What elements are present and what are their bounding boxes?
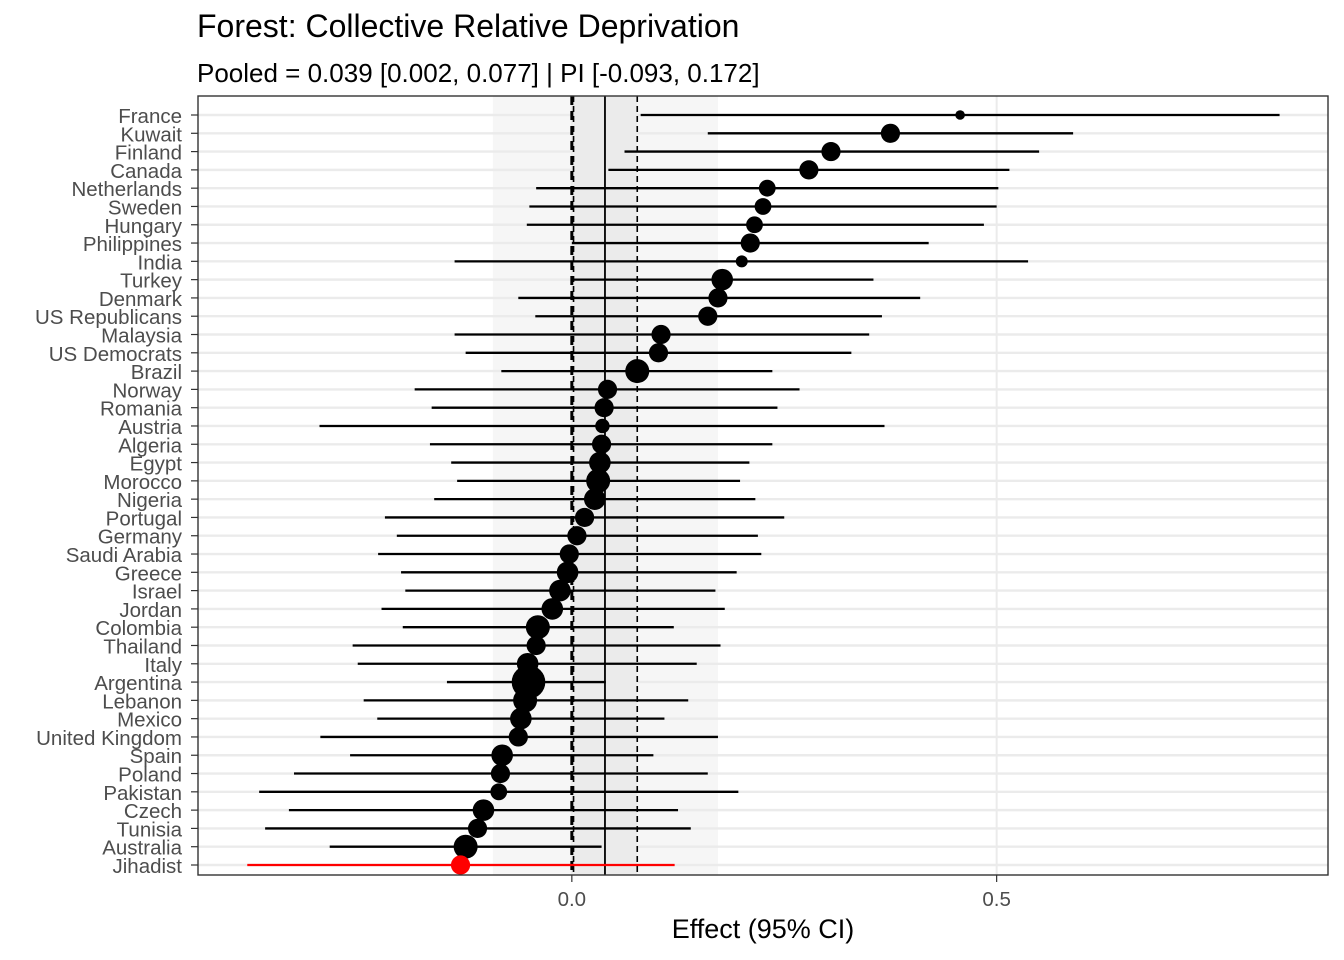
y-tick-label: India — [138, 251, 183, 274]
point-estimate — [513, 688, 538, 713]
point-estimate — [594, 398, 614, 418]
y-tick-label: Malaysia — [101, 325, 182, 348]
point-estimate — [648, 343, 669, 363]
point-estimate — [453, 834, 478, 859]
y-tick-label: Sweden — [108, 196, 182, 219]
point-estimate — [735, 255, 748, 268]
y-tick-label: Argentina — [94, 672, 182, 695]
y-tick-label: Nigeria — [117, 489, 183, 512]
y-tick-label: Germany — [98, 526, 183, 549]
y-tick-label: Greece — [115, 562, 182, 585]
chart-subtitle: Pooled = 0.039 [0.002, 0.077] | PI [-0.0… — [197, 58, 760, 88]
point-estimate — [708, 288, 728, 308]
y-tick-label: Italy — [144, 654, 182, 677]
y-tick-label: France — [118, 105, 182, 128]
point-estimate — [583, 488, 606, 510]
y-tick-label: Lebanon — [102, 690, 182, 713]
y-tick-label: Norway — [113, 379, 183, 402]
y-tick-label: Spain — [130, 745, 182, 768]
point-estimate — [586, 468, 611, 493]
point-estimate — [450, 855, 471, 875]
point-estimate — [556, 561, 579, 584]
y-tick-label: Austria — [118, 416, 182, 439]
y-tick-label: Philippines — [83, 233, 182, 256]
y-tick-label: Tunisia — [117, 818, 183, 841]
point-estimate — [567, 526, 587, 546]
chart-title: Forest: Collective Relative Deprivation — [197, 8, 740, 44]
point-estimate — [754, 198, 772, 215]
y-tick-label: Poland — [118, 764, 182, 787]
point-estimate — [589, 451, 611, 474]
point-estimate — [490, 763, 511, 784]
point-estimate — [698, 306, 718, 326]
point-estimate — [625, 359, 650, 384]
x-tick-label: 0.5 — [982, 888, 1011, 911]
y-tick-label: United Kingdom — [36, 727, 182, 750]
y-tick-label: Morocco — [103, 471, 182, 494]
point-estimate — [549, 579, 571, 602]
point-estimate — [746, 216, 763, 234]
y-tick-label: Canada — [110, 160, 182, 183]
point-estimate — [467, 818, 488, 839]
point-estimate — [510, 707, 532, 730]
y-tick-label: Hungary — [105, 215, 183, 238]
point-estimate — [740, 233, 760, 253]
y-tick-label: Jihadist — [112, 855, 182, 878]
y-tick-label: US Democrats — [49, 343, 182, 366]
x-axis-label: Effect (95% CI) — [671, 914, 855, 944]
point-estimate — [651, 324, 671, 345]
x-tick-label: 0.0 — [558, 888, 587, 911]
point-estimate — [541, 598, 564, 620]
point-estimate — [880, 123, 901, 143]
y-tick-label: Colombia — [95, 617, 182, 640]
y-tick-label: Kuwait — [120, 123, 182, 146]
point-estimate — [526, 635, 546, 656]
point-estimate — [491, 744, 513, 767]
point-estimate — [955, 110, 965, 120]
y-tick-label: Romania — [100, 398, 183, 421]
y-tick-label: Israel — [132, 581, 182, 604]
y-tick-label: Egypt — [130, 453, 183, 476]
y-tick-label: Finland — [115, 142, 182, 165]
y-tick-label: Jordan — [119, 599, 182, 622]
point-estimate — [559, 544, 579, 564]
y-tick-label: Thailand — [103, 635, 182, 658]
point-estimate — [597, 379, 618, 399]
point-estimate — [490, 783, 508, 801]
point-estimate — [595, 418, 610, 434]
point-estimate — [758, 179, 776, 197]
y-tick-label: Australia — [102, 837, 182, 860]
point-estimate — [799, 160, 819, 180]
y-tick-label: Brazil — [131, 361, 182, 384]
point-estimate — [472, 799, 495, 821]
point-estimate — [821, 141, 841, 162]
panel-border — [197, 95, 1329, 876]
y-tick-label: Saudi Arabia — [66, 544, 183, 567]
y-tick-label: Turkey — [120, 270, 183, 293]
point-estimate — [574, 507, 595, 528]
point-estimate — [508, 727, 528, 747]
point-estimate — [591, 434, 612, 454]
y-tick-label: Algeria — [118, 434, 182, 457]
y-tick-label: Portugal — [106, 507, 182, 530]
y-tick-label: US Republicans — [35, 306, 182, 329]
y-tick-label: Netherlands — [71, 178, 182, 201]
y-tick-label: Denmark — [99, 288, 183, 311]
point-estimate — [525, 615, 550, 640]
y-tick-label: Czech — [124, 800, 182, 823]
y-tick-label: Pakistan — [103, 782, 182, 805]
y-tick-label: Mexico — [117, 709, 182, 732]
point-estimate — [711, 268, 734, 291]
